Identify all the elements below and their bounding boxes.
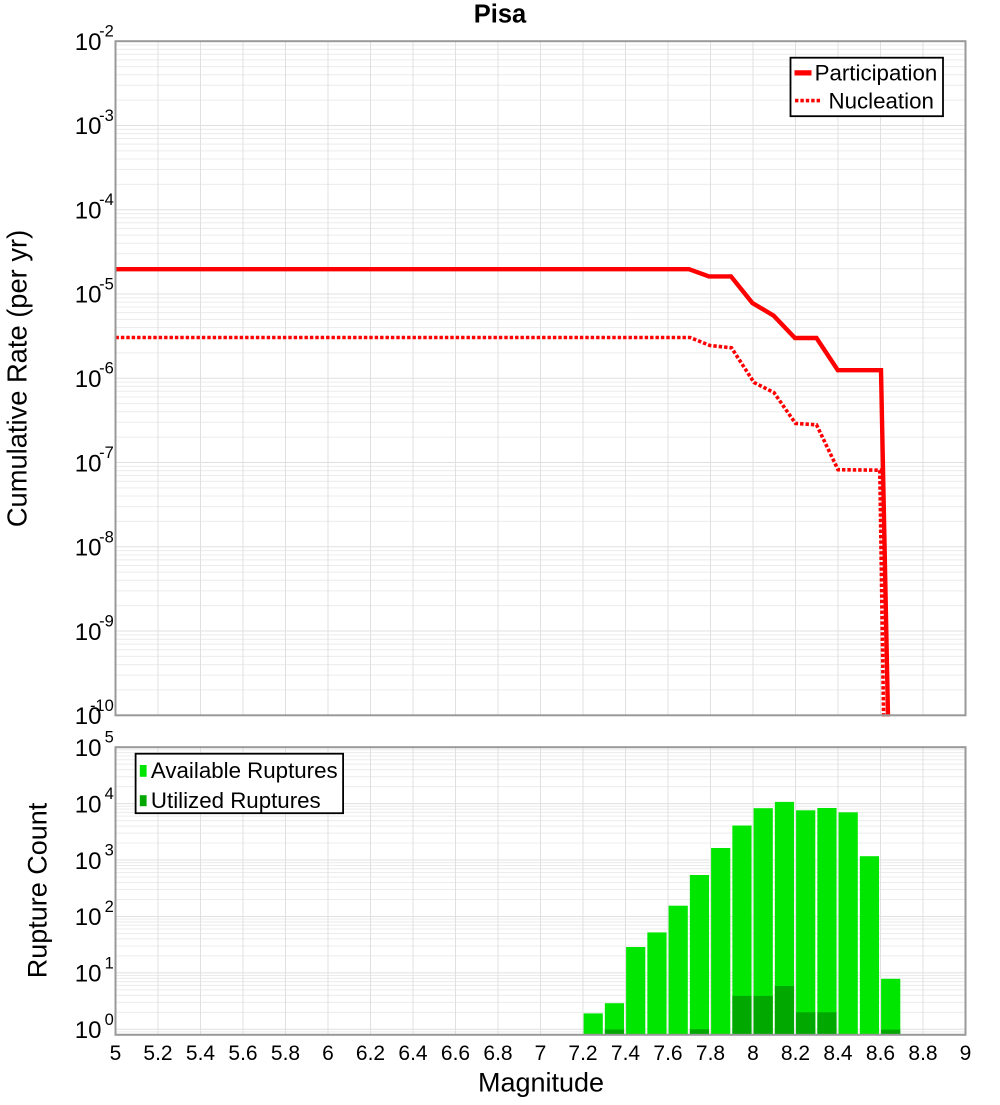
svg-text:-5: -5 — [99, 276, 114, 294]
svg-text:5.2: 5.2 — [143, 1042, 172, 1065]
svg-text:7.2: 7.2 — [568, 1042, 597, 1065]
svg-text:10: 10 — [75, 366, 102, 393]
svg-text:10: 10 — [75, 848, 102, 875]
svg-text:-3: -3 — [99, 107, 114, 125]
svg-text:7: 7 — [535, 1042, 547, 1065]
svg-text:3: 3 — [105, 842, 114, 860]
svg-text:-2: -2 — [99, 23, 114, 41]
svg-text:6: 6 — [322, 1042, 334, 1065]
svg-text:-4: -4 — [99, 191, 114, 209]
svg-text:10: 10 — [75, 29, 102, 56]
svg-text:5.4: 5.4 — [186, 1042, 216, 1065]
svg-text:5: 5 — [110, 1042, 122, 1065]
svg-text:5.8: 5.8 — [271, 1042, 300, 1065]
svg-text:6.2: 6.2 — [356, 1042, 385, 1065]
svg-text:7.4: 7.4 — [611, 1042, 641, 1065]
svg-text:10: 10 — [75, 535, 102, 562]
svg-text:6.6: 6.6 — [441, 1042, 470, 1065]
svg-text:9: 9 — [960, 1042, 972, 1065]
svg-text:-7: -7 — [99, 444, 114, 462]
svg-text:10: 10 — [75, 735, 102, 762]
svg-text:Rupture Count: Rupture Count — [23, 802, 53, 978]
svg-text:Pisa: Pisa — [474, 1, 527, 29]
svg-text:10: 10 — [75, 619, 102, 646]
svg-text:-6: -6 — [99, 360, 114, 378]
svg-text:-10: -10 — [90, 697, 114, 715]
svg-text:10: 10 — [75, 904, 102, 931]
svg-text:0: 0 — [105, 1011, 114, 1029]
svg-text:10: 10 — [75, 961, 102, 988]
svg-text:7.6: 7.6 — [653, 1042, 682, 1065]
svg-text:Utilized Ruptures: Utilized Ruptures — [151, 788, 321, 813]
svg-text:10: 10 — [75, 450, 102, 477]
svg-text:5: 5 — [105, 729, 114, 747]
svg-text:8.6: 8.6 — [866, 1042, 895, 1065]
svg-text:Magnitude: Magnitude — [478, 1067, 604, 1097]
svg-text:Participation: Participation — [815, 61, 938, 86]
svg-text:-8: -8 — [99, 528, 114, 546]
svg-text:7.8: 7.8 — [696, 1042, 725, 1065]
svg-text:10: 10 — [75, 703, 102, 730]
svg-text:Available Ruptures: Available Ruptures — [151, 758, 338, 783]
svg-text:-9: -9 — [99, 613, 114, 631]
svg-text:8.8: 8.8 — [908, 1042, 937, 1065]
svg-text:4: 4 — [105, 785, 114, 803]
svg-text:10: 10 — [75, 282, 102, 309]
svg-text:10: 10 — [75, 791, 102, 818]
svg-text:2: 2 — [105, 898, 114, 916]
svg-text:10: 10 — [75, 1017, 102, 1044]
svg-text:5.6: 5.6 — [228, 1042, 257, 1065]
svg-text:8.4: 8.4 — [823, 1042, 853, 1065]
svg-text:6.4: 6.4 — [398, 1042, 428, 1065]
svg-text:Nucleation: Nucleation — [829, 89, 934, 114]
svg-text:10: 10 — [75, 198, 102, 225]
svg-text:Cumulative Rate (per yr): Cumulative Rate (per yr) — [2, 230, 33, 527]
svg-text:8.2: 8.2 — [781, 1042, 810, 1065]
svg-text:8: 8 — [747, 1042, 759, 1065]
svg-text:10: 10 — [75, 113, 102, 140]
svg-text:1: 1 — [105, 954, 114, 972]
svg-text:6.8: 6.8 — [483, 1042, 512, 1065]
